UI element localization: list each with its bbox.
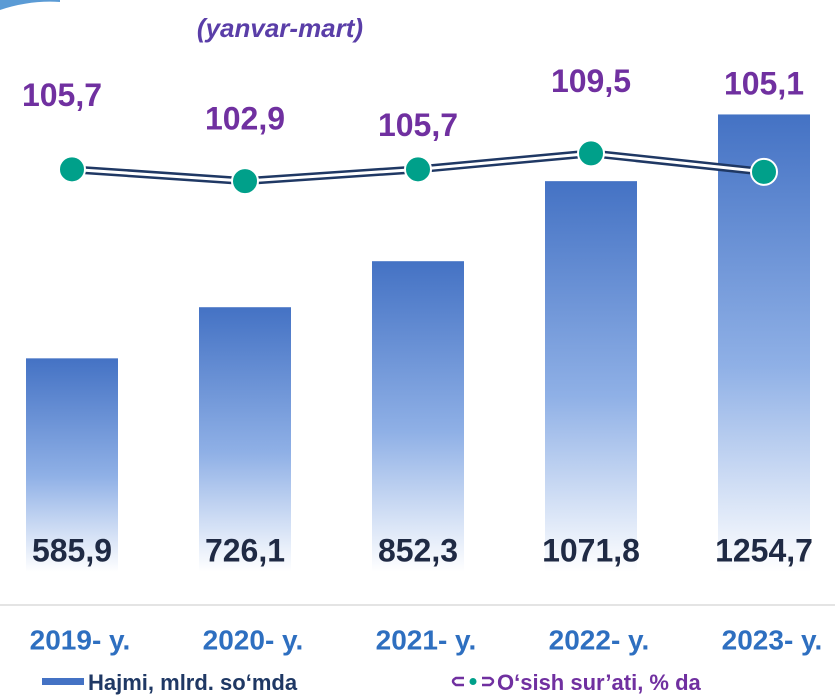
- value-label: 585,9: [32, 532, 112, 568]
- bar: [718, 114, 810, 573]
- bar: [372, 261, 464, 572]
- subtitle: (yanvar-mart): [197, 13, 363, 43]
- legend-label: O‘sish sur’ati, % da: [497, 670, 702, 695]
- x-tick-label: 2021- y.: [376, 624, 477, 655]
- marker: [577, 139, 605, 168]
- value-label: 1254,7: [715, 532, 813, 568]
- value-label: 105,1: [724, 65, 804, 101]
- value-label: 109,5: [551, 63, 631, 99]
- value-label: 105,7: [378, 107, 458, 143]
- legend-swatch: [469, 678, 477, 685]
- marker: [404, 155, 432, 184]
- decoration: [0, 0, 60, 10]
- bar: [545, 181, 637, 572]
- marker: [750, 157, 778, 186]
- value-label: 726,1: [205, 532, 285, 568]
- x-tick-label: 2022- y.: [549, 624, 650, 655]
- x-tick-label: 2019- y.: [30, 624, 131, 655]
- legend-swatch: [451, 676, 495, 687]
- value-label: 105,7: [22, 77, 102, 113]
- x-tick-label: 2020- y.: [203, 624, 304, 655]
- bar: [26, 358, 118, 572]
- bar: [199, 307, 291, 572]
- x-tick-label: 2023- y.: [722, 624, 823, 655]
- marker: [231, 167, 259, 196]
- value-label: 102,9: [205, 101, 285, 137]
- marker: [58, 155, 86, 184]
- value-label: 1071,8: [542, 532, 640, 568]
- legend-label: Hajmi, mlrd. so‘mda: [88, 670, 298, 695]
- value-label: 852,3: [378, 532, 458, 568]
- legend-swatch: [42, 678, 84, 685]
- legend: Hajmi, mlrd. so‘mda O‘sish sur’ati, % da: [42, 670, 702, 695]
